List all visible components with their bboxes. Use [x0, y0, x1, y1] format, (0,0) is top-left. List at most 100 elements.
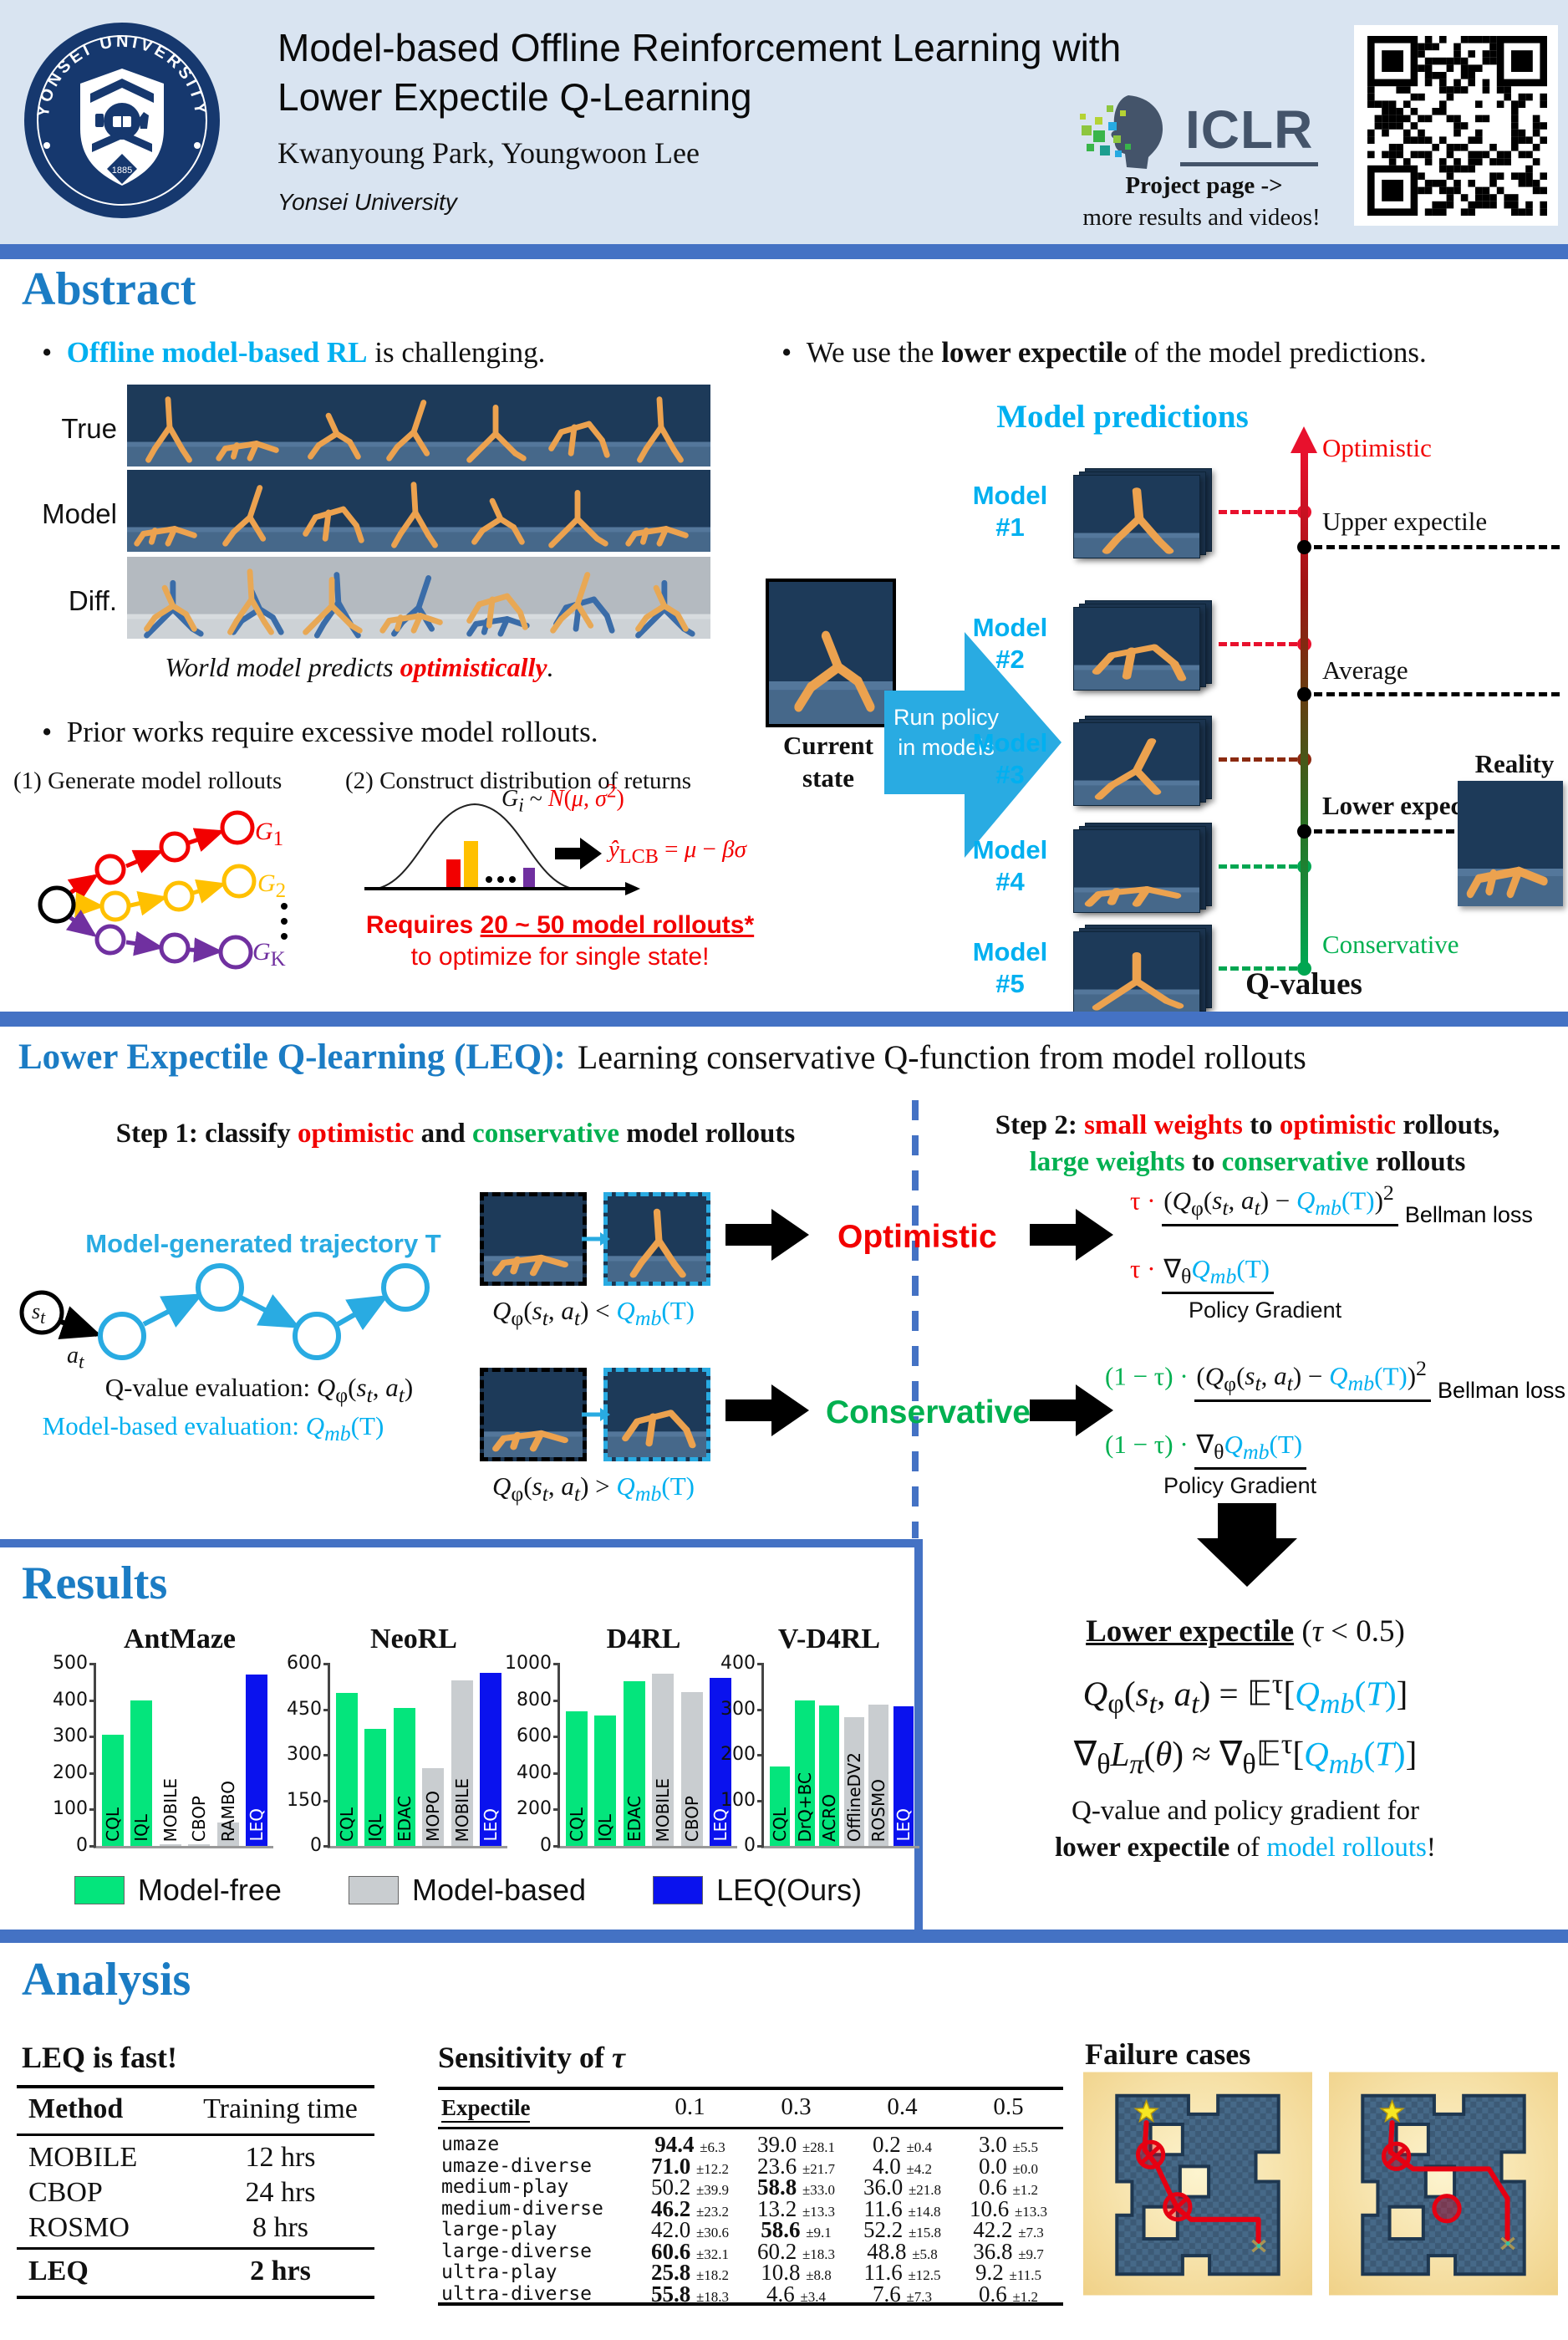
- panel2-label: (2) Construct distribution of returns: [345, 767, 692, 794]
- sens-cell: 58.8 ±33.0: [756, 2174, 836, 2200]
- header: YONSEI UNIVERSITY 1885 Model-based Offli…: [0, 0, 1568, 244]
- rollout-frame: [537, 557, 619, 639]
- logo-year: 1885: [112, 166, 132, 176]
- optimistic-class-label: Optimistic: [837, 1219, 997, 1255]
- current-state-image: [766, 579, 896, 727]
- bar-ROSMO: [868, 1705, 889, 1846]
- rollout-frame: [127, 557, 209, 639]
- training-time-table: Method Training time MOBILE 12 hrs CBOP 24 h…: [17, 2085, 374, 2302]
- sens-cell: 52.2 ±15.8: [863, 2217, 942, 2242]
- sens-cell: 10.8 ±8.8: [761, 2260, 832, 2285]
- gi-distribution-label: Gi ~ N(μ, σ2): [501, 781, 624, 817]
- y-tick: 200: [53, 1761, 88, 1783]
- q-eval-line: Q-value evaluation: Qφ(st, at): [104, 1373, 414, 1408]
- bar-MOBILE: [159, 1844, 181, 1846]
- q-greater-than-formula: Qφ(st, at) > Qmb(T): [492, 1471, 695, 1506]
- y-tick: 400: [517, 1761, 552, 1783]
- vd4rl-chart: V-D4RL 0 100 200 300 400 CQL DrQ+BC ACRO Offline…: [715, 1624, 919, 1874]
- leq-heading-strong: Lower Expectile Q-learning (LEQ):: [18, 1037, 566, 1077]
- qr-code: [1354, 25, 1558, 226]
- model-2-connector: [1219, 642, 1297, 646]
- y-tick: 200: [517, 1798, 552, 1820]
- sens-cell: 42.2 ±7.3: [973, 2217, 1044, 2242]
- rollout-frame: [209, 470, 291, 552]
- sens-cell: 60.6 ±32.1: [650, 2238, 730, 2264]
- bar-label-IQL: IQL: [365, 1814, 386, 1842]
- rollout-frame: [700, 385, 710, 466]
- g1-label: G1: [255, 818, 284, 850]
- failure-maze-1: [1083, 2072, 1312, 2296]
- y-tick: 450: [287, 1698, 322, 1720]
- y-tick: 300: [53, 1726, 88, 1747]
- pair-arrow-icon-2: [582, 1408, 610, 1421]
- y-tick: 150: [287, 1789, 322, 1811]
- sensitivity-title: Sensitivity of τ: [438, 2041, 625, 2074]
- sens-cell: 23.6 ±21.7: [756, 2153, 836, 2179]
- chart-legend: Model-free Model-based LEQ(Ours): [46, 1873, 890, 1908]
- bar-OfflineDV2: [843, 1716, 864, 1846]
- bar-CQL: [102, 1735, 124, 1846]
- vd4rl-plot: 0 100 200 300 400 CQL DrQ+BC ACRO OfflineDV2 ROSM…: [720, 1653, 919, 1856]
- average-label: Average: [1322, 655, 1408, 685]
- antmaze-plot: 0 100 200 300 400 500 CQL IQL MOBILE CBOP RAMBO LEQ: [53, 1653, 273, 1856]
- sens-cell: 0.0 ±0.0: [978, 2153, 1039, 2179]
- training-time-header: Training time: [203, 2093, 358, 2124]
- model-1-label: Model #1: [972, 481, 1048, 542]
- title-line-1: Model-based Offline Reinforcement Learni…: [277, 26, 1122, 69]
- antmaze-chart: AntMaze 0 100 200 300 400 500 CQL IQL MOBILE CBOP…: [42, 1624, 284, 1874]
- y-tick: 400: [53, 1689, 88, 1710]
- model-4-label: Model #4: [972, 835, 1048, 896]
- g2-label: G2: [257, 869, 287, 902]
- trajectory-label: Model-generated trajectory T: [85, 1229, 441, 1258]
- gk-label: GK: [252, 938, 286, 971]
- step2-title-line1: Step 2: small weights to optimistic roll…: [995, 1110, 1500, 1140]
- bar-label-LEQ: LEQ: [893, 1808, 914, 1842]
- method-header: Method: [28, 2093, 124, 2124]
- bar-DrQ+BC: [794, 1700, 815, 1846]
- row-label-model: Model: [42, 498, 117, 529]
- training-row-MOBILE: MOBILE 12 hrs: [28, 2142, 316, 2173]
- bar-label-IQL: IQL: [595, 1814, 616, 1842]
- rollout-frame: [619, 557, 700, 639]
- rollout-frame: [291, 470, 373, 552]
- col-0.5: 0.5: [993, 2093, 1024, 2120]
- antmaze-chart-title: AntMaze: [123, 1624, 237, 1654]
- rollout-frame: [455, 385, 537, 466]
- sens-cell: 11.6 ±12.5: [863, 2260, 941, 2285]
- bar-label-ACRO: ACRO: [819, 1794, 840, 1842]
- results-box-top: [0, 1539, 923, 1547]
- model-2-label: Model #2: [972, 613, 1048, 674]
- y-tick: 300: [287, 1744, 322, 1765]
- bar-CQL: [770, 1766, 790, 1846]
- trajectory-diagram: [19, 1263, 430, 1360]
- requires-line-2: to optimize for single state!: [410, 943, 710, 971]
- separator-bar-3: [0, 1930, 1568, 1943]
- implies-arrow-icon: [555, 838, 602, 869]
- bar-label-LEQ: LEQ: [247, 1808, 267, 1842]
- rollout-frame: [127, 470, 209, 552]
- panel1-label: (1) Generate model rollouts: [13, 767, 283, 794]
- bar-label-CQL: CQL: [770, 1807, 790, 1842]
- y-tick: 500: [53, 1653, 88, 1674]
- sens-cell: 36.8 ±9.7: [973, 2238, 1044, 2264]
- bar-label-CBOP: CBOP: [681, 1795, 702, 1842]
- model-5-connector: [1219, 966, 1297, 971]
- bar-label-DrQ+BC: DrQ+BC: [794, 1772, 815, 1842]
- sens-cell: 9.2 ±11.5: [975, 2260, 1041, 2285]
- sens-cell: 48.8 ±5.8: [867, 2238, 938, 2264]
- model-predictions-title: Model predictions: [996, 399, 1249, 435]
- sens-row-large-play: large-play: [441, 2219, 557, 2241]
- step-divider-dashed: [912, 1100, 919, 1538]
- rollout-frame: [127, 385, 209, 466]
- rollout-image-after-optimistic: [603, 1192, 710, 1286]
- col-0.4: 0.4: [887, 2093, 918, 2120]
- col-0.3: 0.3: [781, 2093, 812, 2120]
- bar-IQL: [364, 1729, 387, 1846]
- model-2-prediction-image: [1073, 600, 1214, 691]
- mb-eval-line: Model-based evaluation: Qmb(T): [42, 1411, 384, 1446]
- bar-label-ROSMO: ROSMO: [868, 1778, 889, 1842]
- y-tick: 200: [720, 1744, 756, 1765]
- bar-label-OfflineDV2: OfflineDV2: [843, 1751, 864, 1842]
- sens-cell: 94.4 ±6.3: [654, 2132, 725, 2157]
